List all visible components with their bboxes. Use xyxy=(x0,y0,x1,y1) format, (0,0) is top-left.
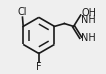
Text: Cl: Cl xyxy=(18,7,27,17)
Text: F: F xyxy=(36,62,42,72)
Text: OH: OH xyxy=(81,8,96,18)
Text: NH: NH xyxy=(81,15,96,25)
Text: NH: NH xyxy=(81,33,96,43)
